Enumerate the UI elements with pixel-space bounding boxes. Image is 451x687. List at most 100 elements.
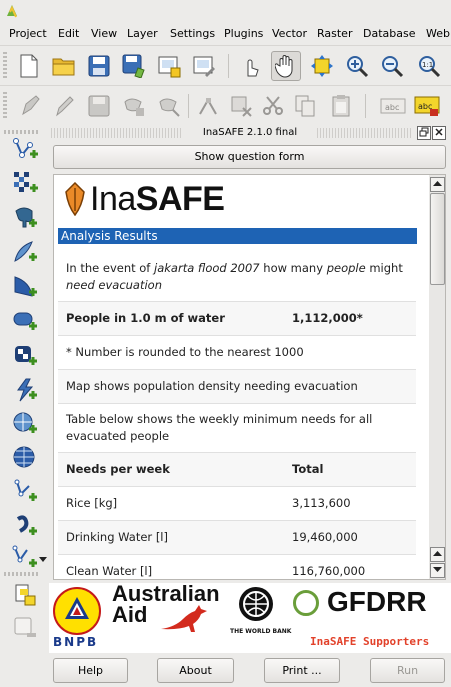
scroll-thumb[interactable]: [430, 193, 445, 285]
pan-to-selection-button[interactable]: [307, 51, 337, 81]
new-shapefile-layer-button[interactable]: [11, 544, 39, 572]
arrow-up-icon: [433, 551, 442, 556]
save-as-button[interactable]: [119, 51, 149, 81]
raster-layer-icon: [14, 172, 38, 192]
layer-order-button[interactable]: [11, 581, 39, 609]
show-question-form-button[interactable]: Show question form: [53, 145, 446, 169]
menu-layer[interactable]: Layer: [127, 27, 158, 40]
pencil-edits-icon: [22, 95, 40, 116]
menu-database[interactable]: Database: [363, 27, 416, 40]
menu-view[interactable]: View: [91, 27, 118, 40]
scroll-down-button[interactable]: [430, 563, 445, 578]
menu-vector[interactable]: Vector: [272, 27, 308, 40]
oracle-database-icon: [13, 312, 37, 330]
supporters-logos: BNPB Australian Aid THE WORLD BANK GFDRR…: [49, 583, 451, 653]
close-dock-button[interactable]: [432, 126, 446, 140]
results-view[interactable]: InaSAFE Analysis Results In the event of…: [53, 174, 431, 580]
cut-features-button[interactable]: [258, 91, 288, 121]
save-layer-edits-button[interactable]: [84, 91, 114, 121]
zoom-out-button[interactable]: [377, 51, 407, 81]
add-oracle-layer-button[interactable]: [11, 307, 39, 335]
toolbar-grip[interactable]: [4, 130, 40, 134]
table-row: Clean Water [l] 116,760,000: [58, 555, 416, 579]
world-bank-globe-icon: [239, 587, 273, 621]
chevron-down-icon[interactable]: [39, 557, 47, 562]
zoom-native-resolution-icon: 1:1: [419, 56, 441, 78]
zoom-in-button[interactable]: [342, 51, 372, 81]
menu-project[interactable]: Project: [9, 27, 47, 40]
inasafe-logo: InaSAFE: [64, 179, 225, 219]
question-need: need evacuation: [66, 278, 163, 292]
manage-layers-toolbar: [0, 124, 48, 647]
svg-text:1:1: 1:1: [422, 61, 433, 69]
exposure-name: people: [326, 261, 366, 275]
pan-selection-icon: [311, 55, 333, 77]
scroll-up-button[interactable]: [430, 547, 445, 562]
layer-labeling-button[interactable]: abc: [412, 91, 442, 121]
add-wms-wmts-layer-button[interactable]: [11, 444, 39, 472]
remove-layer-button[interactable]: [11, 614, 39, 642]
menu-settings[interactable]: Settings: [170, 27, 216, 40]
node-tool-button[interactable]: [194, 91, 224, 121]
print-button[interactable]: Print ...: [264, 658, 340, 683]
label-tool-button[interactable]: abc: [378, 91, 408, 121]
kangaroo-icon: [161, 605, 207, 632]
zoom-in-icon: [347, 56, 369, 78]
add-mssql-layer-button[interactable]: [11, 273, 39, 301]
run-button[interactable]: Run: [370, 658, 445, 683]
paste-features-button[interactable]: [326, 91, 356, 121]
dock-grip[interactable]: [51, 128, 181, 138]
results-table: In the event of jakarta flood 2007 how m…: [58, 253, 416, 579]
affected-value: 1,112,000*: [292, 311, 363, 325]
about-button[interactable]: About: [157, 658, 234, 683]
add-raster-layer-button[interactable]: [11, 169, 39, 197]
inasafe-dock: InaSAFE 2.1.0 final Show question form I…: [49, 124, 451, 687]
scroll-up-button[interactable]: [430, 177, 445, 192]
toggle-editing-button[interactable]: [49, 91, 79, 121]
menu-edit[interactable]: Edit: [58, 27, 80, 40]
add-delimited-text-layer-button[interactable]: [11, 478, 39, 506]
analysis-results-header: Analysis Results: [58, 228, 417, 244]
add-virtual-layer-button[interactable]: [11, 512, 39, 540]
add-vector-layer-button[interactable]: [11, 136, 39, 164]
toolbar-grip[interactable]: [3, 92, 7, 120]
menu-web[interactable]: Web: [426, 27, 450, 40]
new-print-composer-button[interactable]: [154, 51, 184, 81]
float-window-icon: [419, 127, 429, 137]
menu-plugins[interactable]: Plugins: [224, 27, 264, 40]
add-wms-layer-button[interactable]: [11, 342, 39, 370]
add-feature-button[interactable]: [119, 91, 149, 121]
delete-selected-button[interactable]: [226, 91, 256, 121]
zoom-actual-size-button[interactable]: 1:1: [414, 51, 444, 81]
question-row: In the event of jakarta flood 2007 how m…: [58, 253, 416, 302]
menu-raster[interactable]: Raster: [317, 27, 353, 40]
layer-labeling-icon: abc: [414, 96, 440, 116]
save-project-button[interactable]: [84, 51, 114, 81]
add-postgis-layer-button[interactable]: [11, 204, 39, 232]
australian-aid-logo: Australian Aid: [112, 583, 220, 626]
open-project-button[interactable]: [49, 51, 79, 81]
composer-manager-button[interactable]: [189, 51, 219, 81]
toolbar-grip[interactable]: [3, 52, 7, 80]
add-feature-icon: [124, 98, 144, 116]
wfs-globe-icon: [13, 412, 37, 433]
world-bank-text: THE WORLD BANK: [230, 628, 292, 635]
add-wfs-layer-button[interactable]: [11, 410, 39, 438]
help-button[interactable]: Help: [53, 658, 128, 683]
add-wcs-layer-button[interactable]: [11, 376, 39, 404]
pan-map-button[interactable]: [271, 51, 301, 81]
new-project-button[interactable]: [14, 51, 44, 81]
current-edits-button[interactable]: [16, 91, 46, 121]
touch-zoom-button[interactable]: [236, 51, 266, 81]
need-item: Rice [kg]: [66, 496, 118, 510]
rounding-note: * Number is rounded to the nearest 1000: [66, 345, 304, 359]
window-titlebar: [0, 0, 451, 24]
toolbar-grip[interactable]: [4, 572, 40, 576]
results-scrollbar[interactable]: [429, 174, 446, 580]
copy-features-button[interactable]: [290, 91, 320, 121]
question-post: might: [365, 261, 403, 275]
float-dock-button[interactable]: [417, 126, 431, 140]
move-feature-button[interactable]: [154, 91, 184, 121]
add-spatialite-layer-button[interactable]: [11, 238, 39, 266]
dock-grip[interactable]: [317, 128, 413, 138]
